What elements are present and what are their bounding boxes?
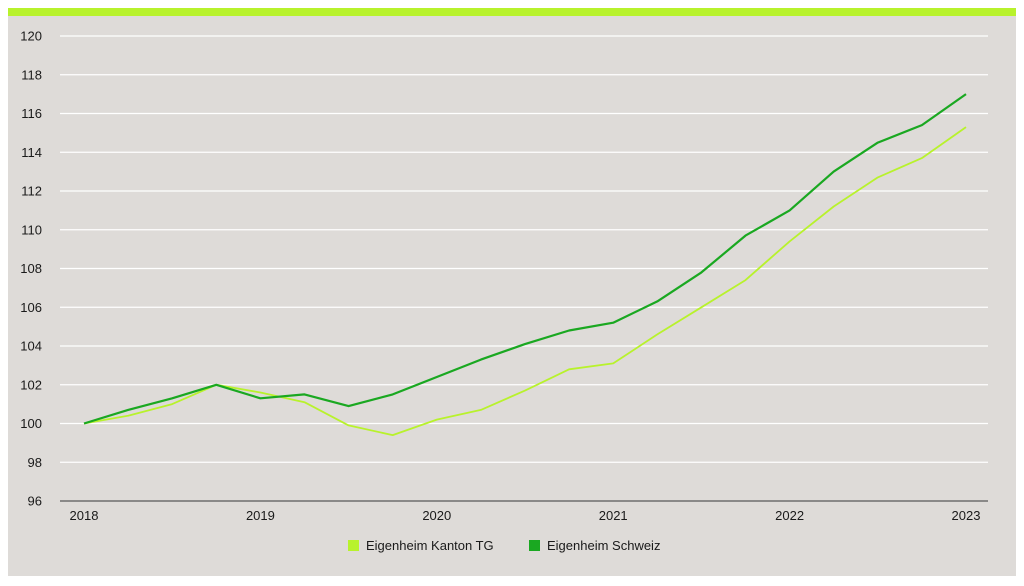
y-tick-label: 114 [21, 145, 42, 160]
y-axis-ticks: 96 98 100 102 104 106 108 110 112 114 116 118 120 [20, 29, 42, 509]
legend-item-schweiz: Eigenheim Schweiz [529, 538, 660, 553]
y-tick-label: 98 [28, 455, 42, 470]
x-tick-label: 2021 [599, 508, 628, 523]
line-chart: 96 98 100 102 104 106 108 110 112 114 116 118 120 20… [20, 29, 988, 553]
series-line-kanton-tg [83, 126, 967, 437]
legend-label-kanton-tg: Eigenheim Kanton TG [366, 538, 494, 553]
legend-swatch-schweiz [529, 540, 540, 551]
series-line-schweiz [83, 93, 967, 425]
gridlines [60, 35, 988, 463]
x-tick-label: 2020 [422, 508, 451, 523]
y-tick-label: 104 [20, 339, 42, 354]
y-tick-label: 100 [20, 416, 42, 431]
y-tick-label: 106 [20, 300, 42, 315]
accent-bar [8, 8, 1016, 16]
chart-background [8, 8, 1016, 576]
legend-label-schweiz: Eigenheim Schweiz [547, 538, 660, 553]
series-lines [83, 93, 967, 437]
y-tick-label: 112 [21, 184, 42, 199]
y-tick-label: 118 [21, 67, 42, 82]
x-tick-label: 2019 [246, 508, 275, 523]
legend-swatch-kanton-tg [348, 540, 359, 551]
y-tick-label: 116 [21, 106, 42, 121]
y-tick-label: 102 [20, 377, 42, 392]
legend: Eigenheim Kanton TG Eigenheim Schweiz [348, 538, 660, 553]
x-tick-label: 2022 [775, 508, 804, 523]
y-tick-label: 108 [20, 261, 42, 276]
x-tick-label: 2023 [952, 508, 981, 523]
y-tick-label: 110 [21, 222, 42, 237]
y-tick-label: 96 [28, 494, 42, 509]
x-axis-ticks: 2018 2019 2020 2021 2022 2023 [70, 508, 981, 523]
x-tick-label: 2018 [70, 508, 99, 523]
legend-item-kanton-tg: Eigenheim Kanton TG [348, 538, 494, 553]
y-tick-label: 120 [20, 29, 42, 44]
